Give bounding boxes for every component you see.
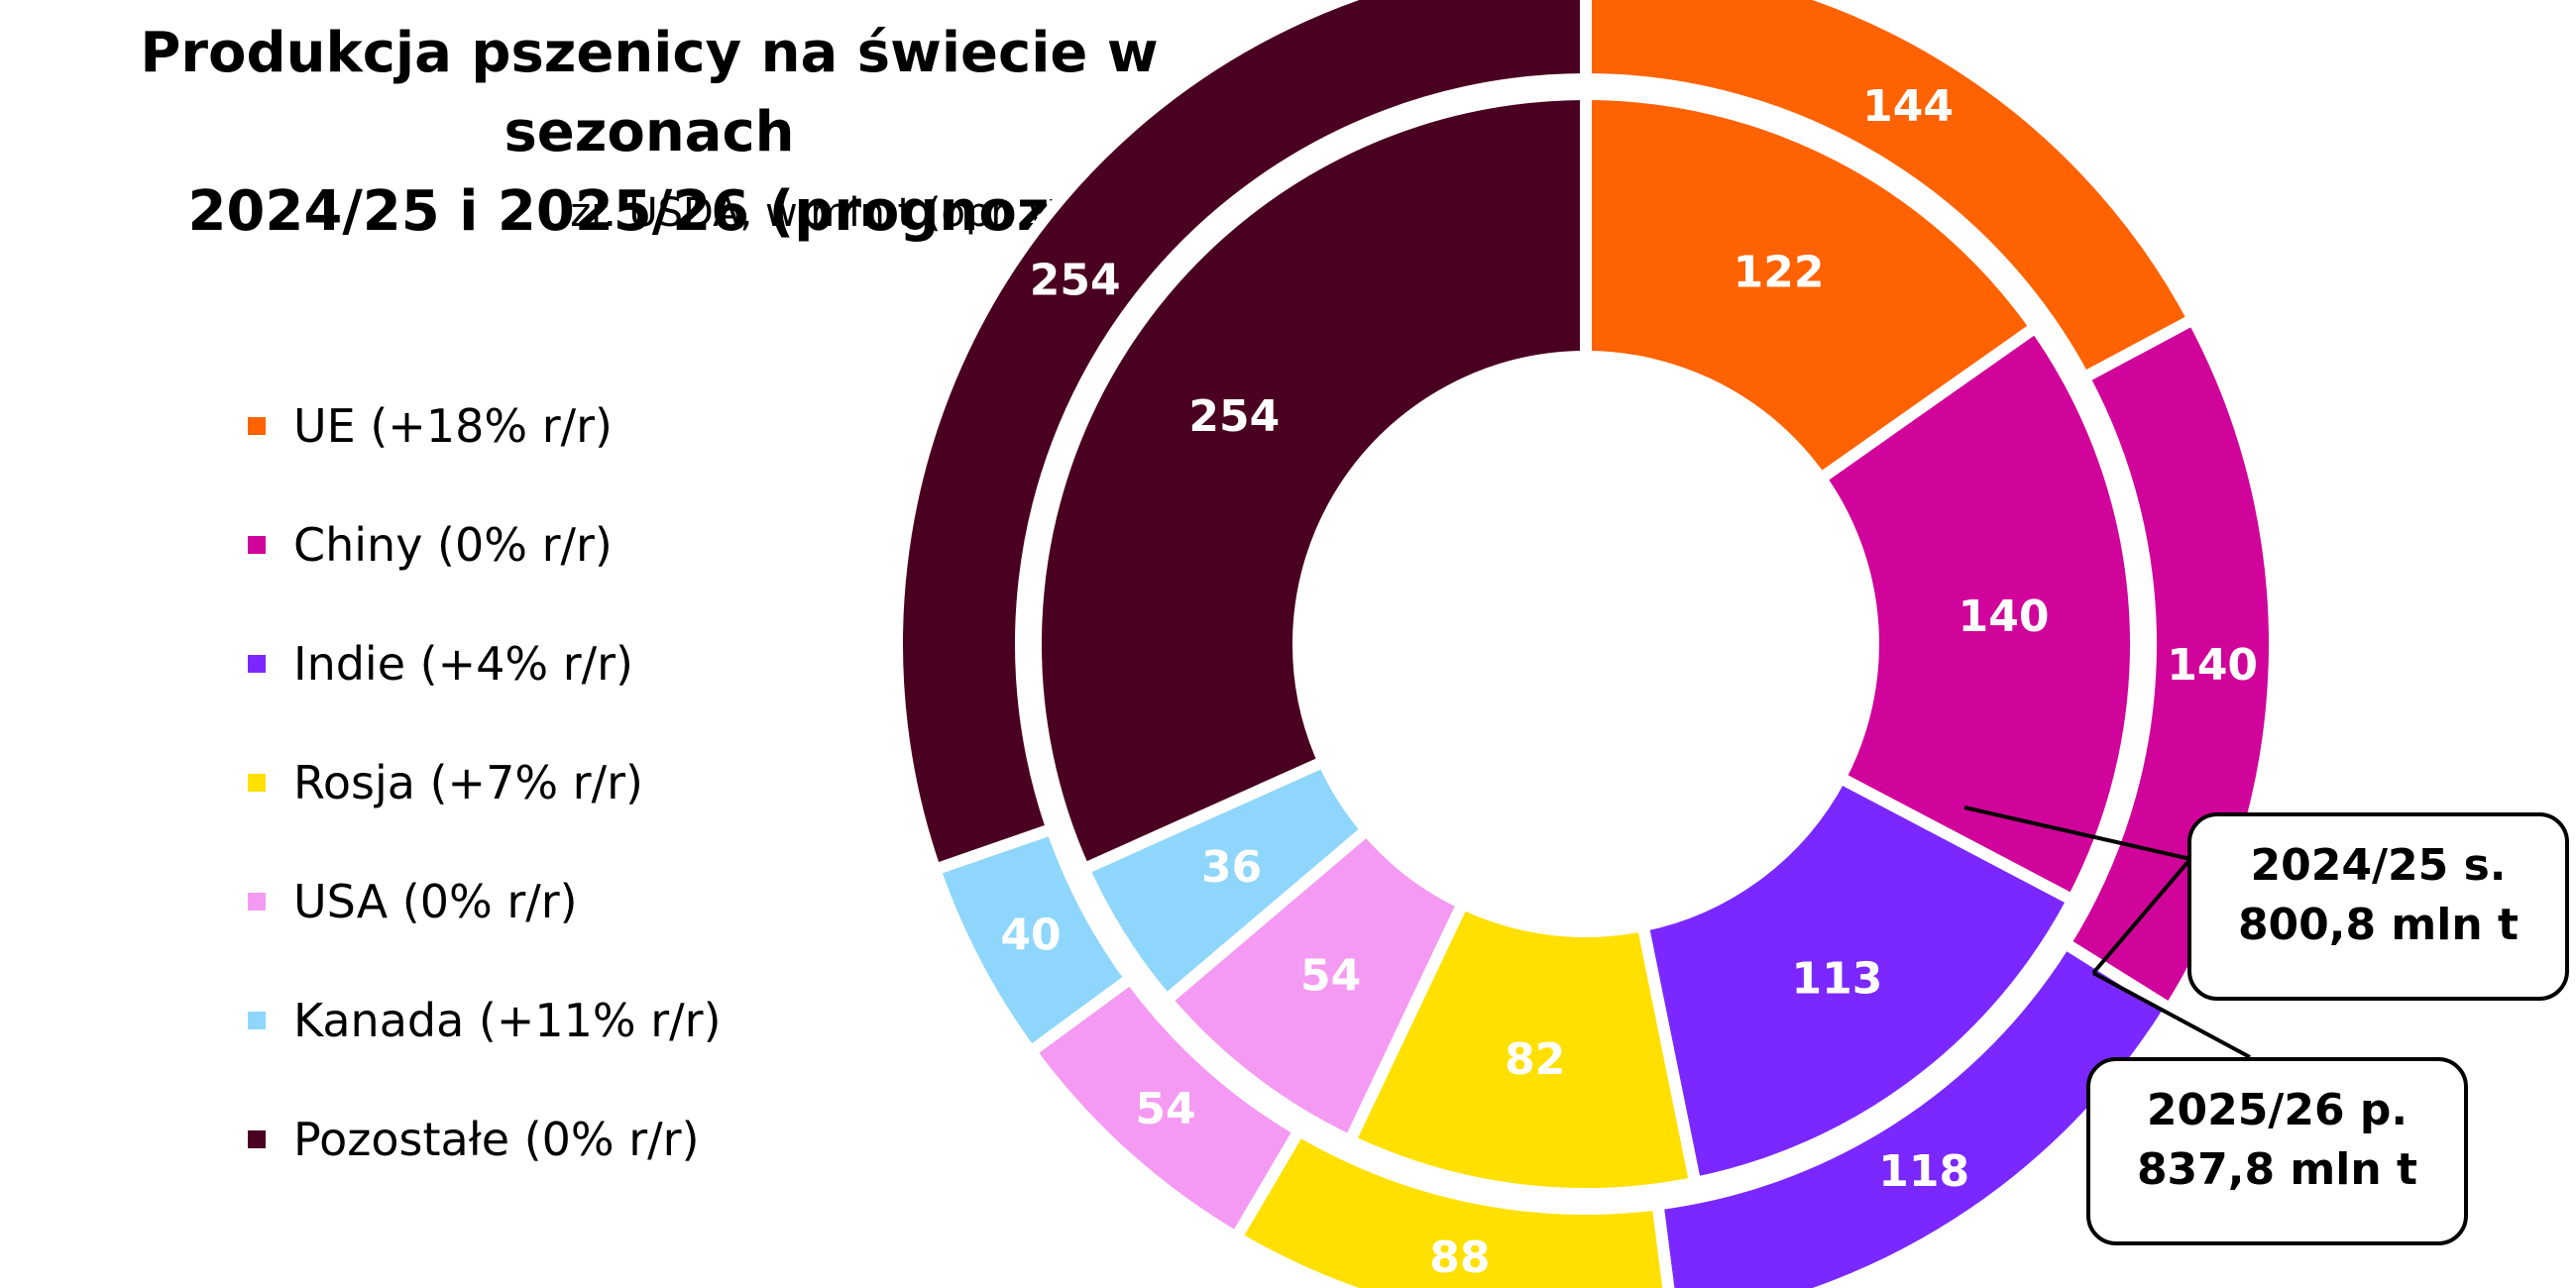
outer-ring-label-chiny: 140: [2167, 640, 2258, 691]
legend-label-ue: UE (+18% r/r): [293, 399, 613, 453]
legend-item-chiny: Chiny (0% r/r): [248, 485, 722, 604]
legend-item-pozostale: Pozostałe (0% r/r): [248, 1080, 722, 1199]
callout-2024-25-season: 2024/25 s.: [2250, 840, 2507, 891]
callout-pointer-2024: [1963, 805, 2191, 861]
inner-ring-slice-rosja: [1342, 895, 1703, 1200]
inner-ring-label-usa: 54: [1300, 951, 1361, 1002]
chart-title: Produkcja pszenicy na świecie w sezonach…: [10, 14, 1288, 252]
legend-swatch-indie: [248, 655, 266, 673]
donut-labels: 122 140 113 82 54 36 254 144 140 118 88 54 40 254: [1000, 81, 2258, 1283]
callout-2024-25-total: 800,8 mln t: [2237, 900, 2520, 950]
legend-label-rosja: Rosja (+7% r/r): [293, 756, 643, 809]
inner-ring-slice-chiny: [1812, 318, 2142, 909]
legend-item-kanada: Kanada (+11% r/r): [248, 961, 722, 1080]
outer-ring-label-indie: 118: [1878, 1146, 1969, 1197]
inner-ring-label-chiny: 140: [1959, 591, 2050, 642]
legend-label-usa: USA (0% r/r): [293, 875, 578, 928]
inner-ring-label-kanada: 36: [1201, 842, 1262, 893]
chart-title-line-1: Produkcja pszenicy na świecie w sezonach: [140, 21, 1159, 164]
inner-ring-label-ue: 122: [1734, 247, 1825, 297]
legend-label-indie: Indie (+4% r/r): [293, 637, 633, 691]
chart-subtitle: źr. USDA, w mln t (opr. wł.): [570, 190, 1100, 236]
legend-label-chiny: Chiny (0% r/r): [293, 518, 613, 572]
callout-2025-26-season: 2025/26 p.: [2146, 1085, 2408, 1135]
inner-ring-slice-ue: [1580, 87, 2045, 487]
inner-ring-label-indie: 113: [1791, 954, 1882, 1005]
outer-ring-label-pozostale: 254: [1030, 256, 1121, 306]
legend-swatch-rosja: [248, 774, 266, 792]
outer-ring-label-usa: 54: [1135, 1084, 1195, 1134]
legend-label-kanada: Kanada (+11% r/r): [293, 994, 722, 1047]
legend-swatch-chiny: [248, 536, 266, 554]
callout-2025-26: 2025/26 p. 837,8 mln t: [2086, 1057, 2468, 1245]
inner-ring-slice-pozostale: [1029, 87, 1592, 878]
legend: UE (+18% r/r) Chiny (0% r/r) Indie (+4% …: [248, 367, 722, 1199]
legend-swatch-kanada: [248, 1012, 266, 1029]
chart-title-line-2: 2024/25 i 2025/26 (prognozy): [187, 179, 1111, 244]
callout-2024-25: 2024/25 s. 800,8 mln t: [2187, 812, 2569, 1001]
inner-ring-slice-indie: [1635, 769, 2081, 1191]
outer-ring-label-kanada: 40: [1000, 911, 1061, 961]
outer-ring-label-rosja: 88: [1429, 1233, 1490, 1283]
legend-item-rosja: Rosja (+7% r/r): [248, 723, 722, 842]
outer-ring-slice-pozostale: [891, 0, 1592, 878]
legend-swatch-ue: [248, 417, 266, 435]
callout-pointer-2024-edge: [2091, 857, 2192, 975]
donut-rings: [891, 0, 2281, 1288]
inner-ring-label-rosja: 82: [1505, 1034, 1565, 1085]
legend-item-indie: Indie (+4% r/r): [248, 604, 722, 723]
outer-ring-label-ue: 144: [1862, 81, 1954, 132]
legend-swatch-usa: [248, 893, 266, 911]
legend-item-ue: UE (+18% r/r): [248, 367, 722, 485]
callout-pointer-2025: [2092, 971, 2251, 1059]
outer-ring-slice-indie: [1650, 934, 2179, 1288]
inner-ring-label-pozostale: 254: [1188, 391, 1280, 442]
legend-swatch-pozostale: [248, 1130, 266, 1148]
callout-2025-26-total: 837,8 mln t: [2136, 1144, 2418, 1195]
legend-label-pozostale: Pozostałe (0% r/r): [293, 1113, 700, 1166]
legend-item-usa: USA (0% r/r): [248, 842, 722, 961]
